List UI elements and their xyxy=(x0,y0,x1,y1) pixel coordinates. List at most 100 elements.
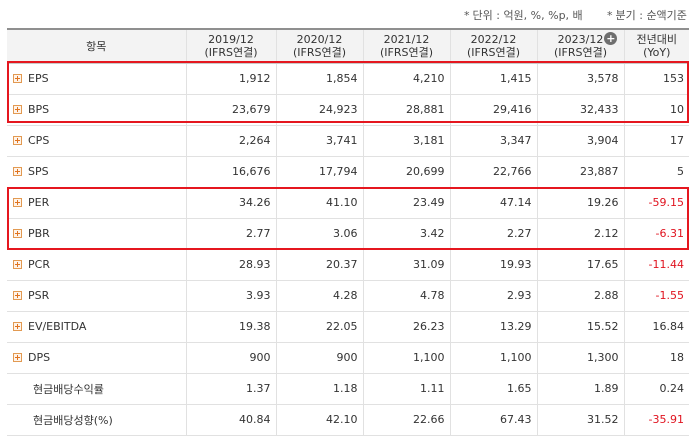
row-label[interactable]: SPS xyxy=(7,156,186,188)
value-cell: 19.93 xyxy=(449,249,537,281)
value-cell: 3,904 xyxy=(536,125,624,157)
table-notes: * 단위 : 억원, %, %p, 배 * 분기 : 순액기준 xyxy=(0,0,699,26)
yoy-cell: 0.24 xyxy=(623,373,689,405)
value-cell: 1,300 xyxy=(536,342,624,374)
value-cell: 3,347 xyxy=(449,125,537,157)
value-cell: 42.10 xyxy=(275,404,363,436)
expand-plus-icon[interactable] xyxy=(13,322,22,331)
value-cell: 4.28 xyxy=(275,280,363,312)
row-label-text: EPS xyxy=(28,72,49,85)
value-cell: 23,887 xyxy=(536,156,624,188)
value-cell: 24,923 xyxy=(275,94,363,126)
table-row: PBR 2.77 3.06 3.42 2.27 2.12 -6.31 xyxy=(7,218,689,250)
expand-plus-icon[interactable] xyxy=(13,229,22,238)
value-cell: 13.29 xyxy=(449,311,537,343)
period-note: * 분기 : 순액기준 xyxy=(607,9,687,22)
row-label[interactable]: CPS xyxy=(7,125,186,157)
row-label[interactable]: PER xyxy=(7,187,186,219)
expand-columns-icon[interactable]: + xyxy=(604,32,618,46)
yoy-cell: -6.31 xyxy=(623,218,689,250)
row-label[interactable]: EV/EBITDA xyxy=(7,311,186,343)
value-cell: 17,794 xyxy=(275,156,363,188)
table-row: 현금배당성향(%) 40.84 42.10 22.66 67.43 31.52 -35.91 xyxy=(7,404,689,436)
header-2020: 2020/12 (IFRS연결) xyxy=(275,28,363,64)
value-cell: 3,578 xyxy=(536,63,624,95)
value-cell: 22.05 xyxy=(275,311,363,343)
row-label[interactable]: BPS xyxy=(7,94,186,126)
yoy-cell: -1.55 xyxy=(623,280,689,312)
value-cell: 19.26 xyxy=(536,187,624,219)
row-label[interactable]: PSR xyxy=(7,280,186,312)
value-cell: 2.12 xyxy=(536,218,624,250)
value-cell: 40.84 xyxy=(185,404,276,436)
value-cell: 3.06 xyxy=(275,218,363,250)
yoy-cell: -11.44 xyxy=(623,249,689,281)
value-cell: 20.37 xyxy=(275,249,363,281)
value-cell: 28.93 xyxy=(185,249,276,281)
value-cell: 900 xyxy=(275,342,363,374)
value-cell: 31.52 xyxy=(536,404,624,436)
value-cell: 1.18 xyxy=(275,373,363,405)
value-cell: 22,766 xyxy=(449,156,537,188)
row-label-text: PCR xyxy=(28,258,50,271)
value-cell: 900 xyxy=(185,342,276,374)
value-cell: 3,741 xyxy=(275,125,363,157)
expand-plus-icon[interactable] xyxy=(13,260,22,269)
table-row: PER 34.26 41.10 23.49 47.14 19.26 -59.15 xyxy=(7,187,689,219)
row-label[interactable]: EPS xyxy=(7,63,186,95)
expand-plus-icon[interactable] xyxy=(13,136,22,145)
row-label: 현금배당성향(%) xyxy=(7,404,186,436)
expand-plus-icon[interactable] xyxy=(13,167,22,176)
expand-plus-icon[interactable] xyxy=(13,291,22,300)
value-cell: 1.65 xyxy=(449,373,537,405)
value-cell: 2,264 xyxy=(185,125,276,157)
row-label-text: EV/EBITDA xyxy=(28,320,87,333)
value-cell: 3.93 xyxy=(185,280,276,312)
expand-plus-icon[interactable] xyxy=(13,353,22,362)
value-cell: 34.26 xyxy=(185,187,276,219)
yoy-cell: -59.15 xyxy=(623,187,689,219)
row-label[interactable]: DPS xyxy=(7,342,186,374)
table-row: PCR 28.93 20.37 31.09 19.93 17.65 -11.44 xyxy=(7,249,689,281)
value-cell: 2.77 xyxy=(185,218,276,250)
value-cell: 17.65 xyxy=(536,249,624,281)
value-cell: 4,210 xyxy=(362,63,450,95)
value-cell: 1,100 xyxy=(449,342,537,374)
value-cell: 2.93 xyxy=(449,280,537,312)
table-row: CPS 2,264 3,741 3,181 3,347 3,904 17 xyxy=(7,125,689,157)
yoy-cell: 17 xyxy=(623,125,689,157)
expand-plus-icon[interactable] xyxy=(13,198,22,207)
value-cell: 1,854 xyxy=(275,63,363,95)
row-label[interactable]: PBR xyxy=(7,218,186,250)
row-label-text: 현금배당성향(%) xyxy=(33,413,113,427)
value-cell: 19.38 xyxy=(185,311,276,343)
header-yoy: 전년대비 (YoY) xyxy=(623,28,689,64)
row-label-text: DPS xyxy=(28,351,51,364)
value-cell: 41.10 xyxy=(275,187,363,219)
yoy-cell: 5 xyxy=(623,156,689,188)
value-cell: 15.52 xyxy=(536,311,624,343)
value-cell: 2.88 xyxy=(536,280,624,312)
value-cell: 31.09 xyxy=(362,249,450,281)
expand-plus-icon[interactable] xyxy=(13,105,22,114)
yoy-cell: 16.84 xyxy=(623,311,689,343)
yoy-cell: 18 xyxy=(623,342,689,374)
value-cell: 20,699 xyxy=(362,156,450,188)
expand-plus-icon[interactable] xyxy=(13,74,22,83)
value-cell: 1,100 xyxy=(362,342,450,374)
row-label[interactable]: PCR xyxy=(7,249,186,281)
header-2019: 2019/12 (IFRS연결) xyxy=(185,28,276,64)
row-label-text: BPS xyxy=(28,103,50,116)
value-cell: 16,676 xyxy=(185,156,276,188)
yoy-cell: 153 xyxy=(623,63,689,95)
value-cell: 3.42 xyxy=(362,218,450,250)
table-row: DPS 900 900 1,100 1,100 1,300 18 xyxy=(7,342,689,374)
header-2022: 2022/12 (IFRS연결) xyxy=(449,28,537,64)
value-cell: 47.14 xyxy=(449,187,537,219)
value-cell: 26.23 xyxy=(362,311,450,343)
row-label-text: PBR xyxy=(28,227,50,240)
value-cell: 23,679 xyxy=(185,94,276,126)
table-row: EPS 1,912 1,854 4,210 1,415 3,578 153 xyxy=(7,63,689,95)
value-cell: 1.37 xyxy=(185,373,276,405)
yoy-cell: -35.91 xyxy=(623,404,689,436)
